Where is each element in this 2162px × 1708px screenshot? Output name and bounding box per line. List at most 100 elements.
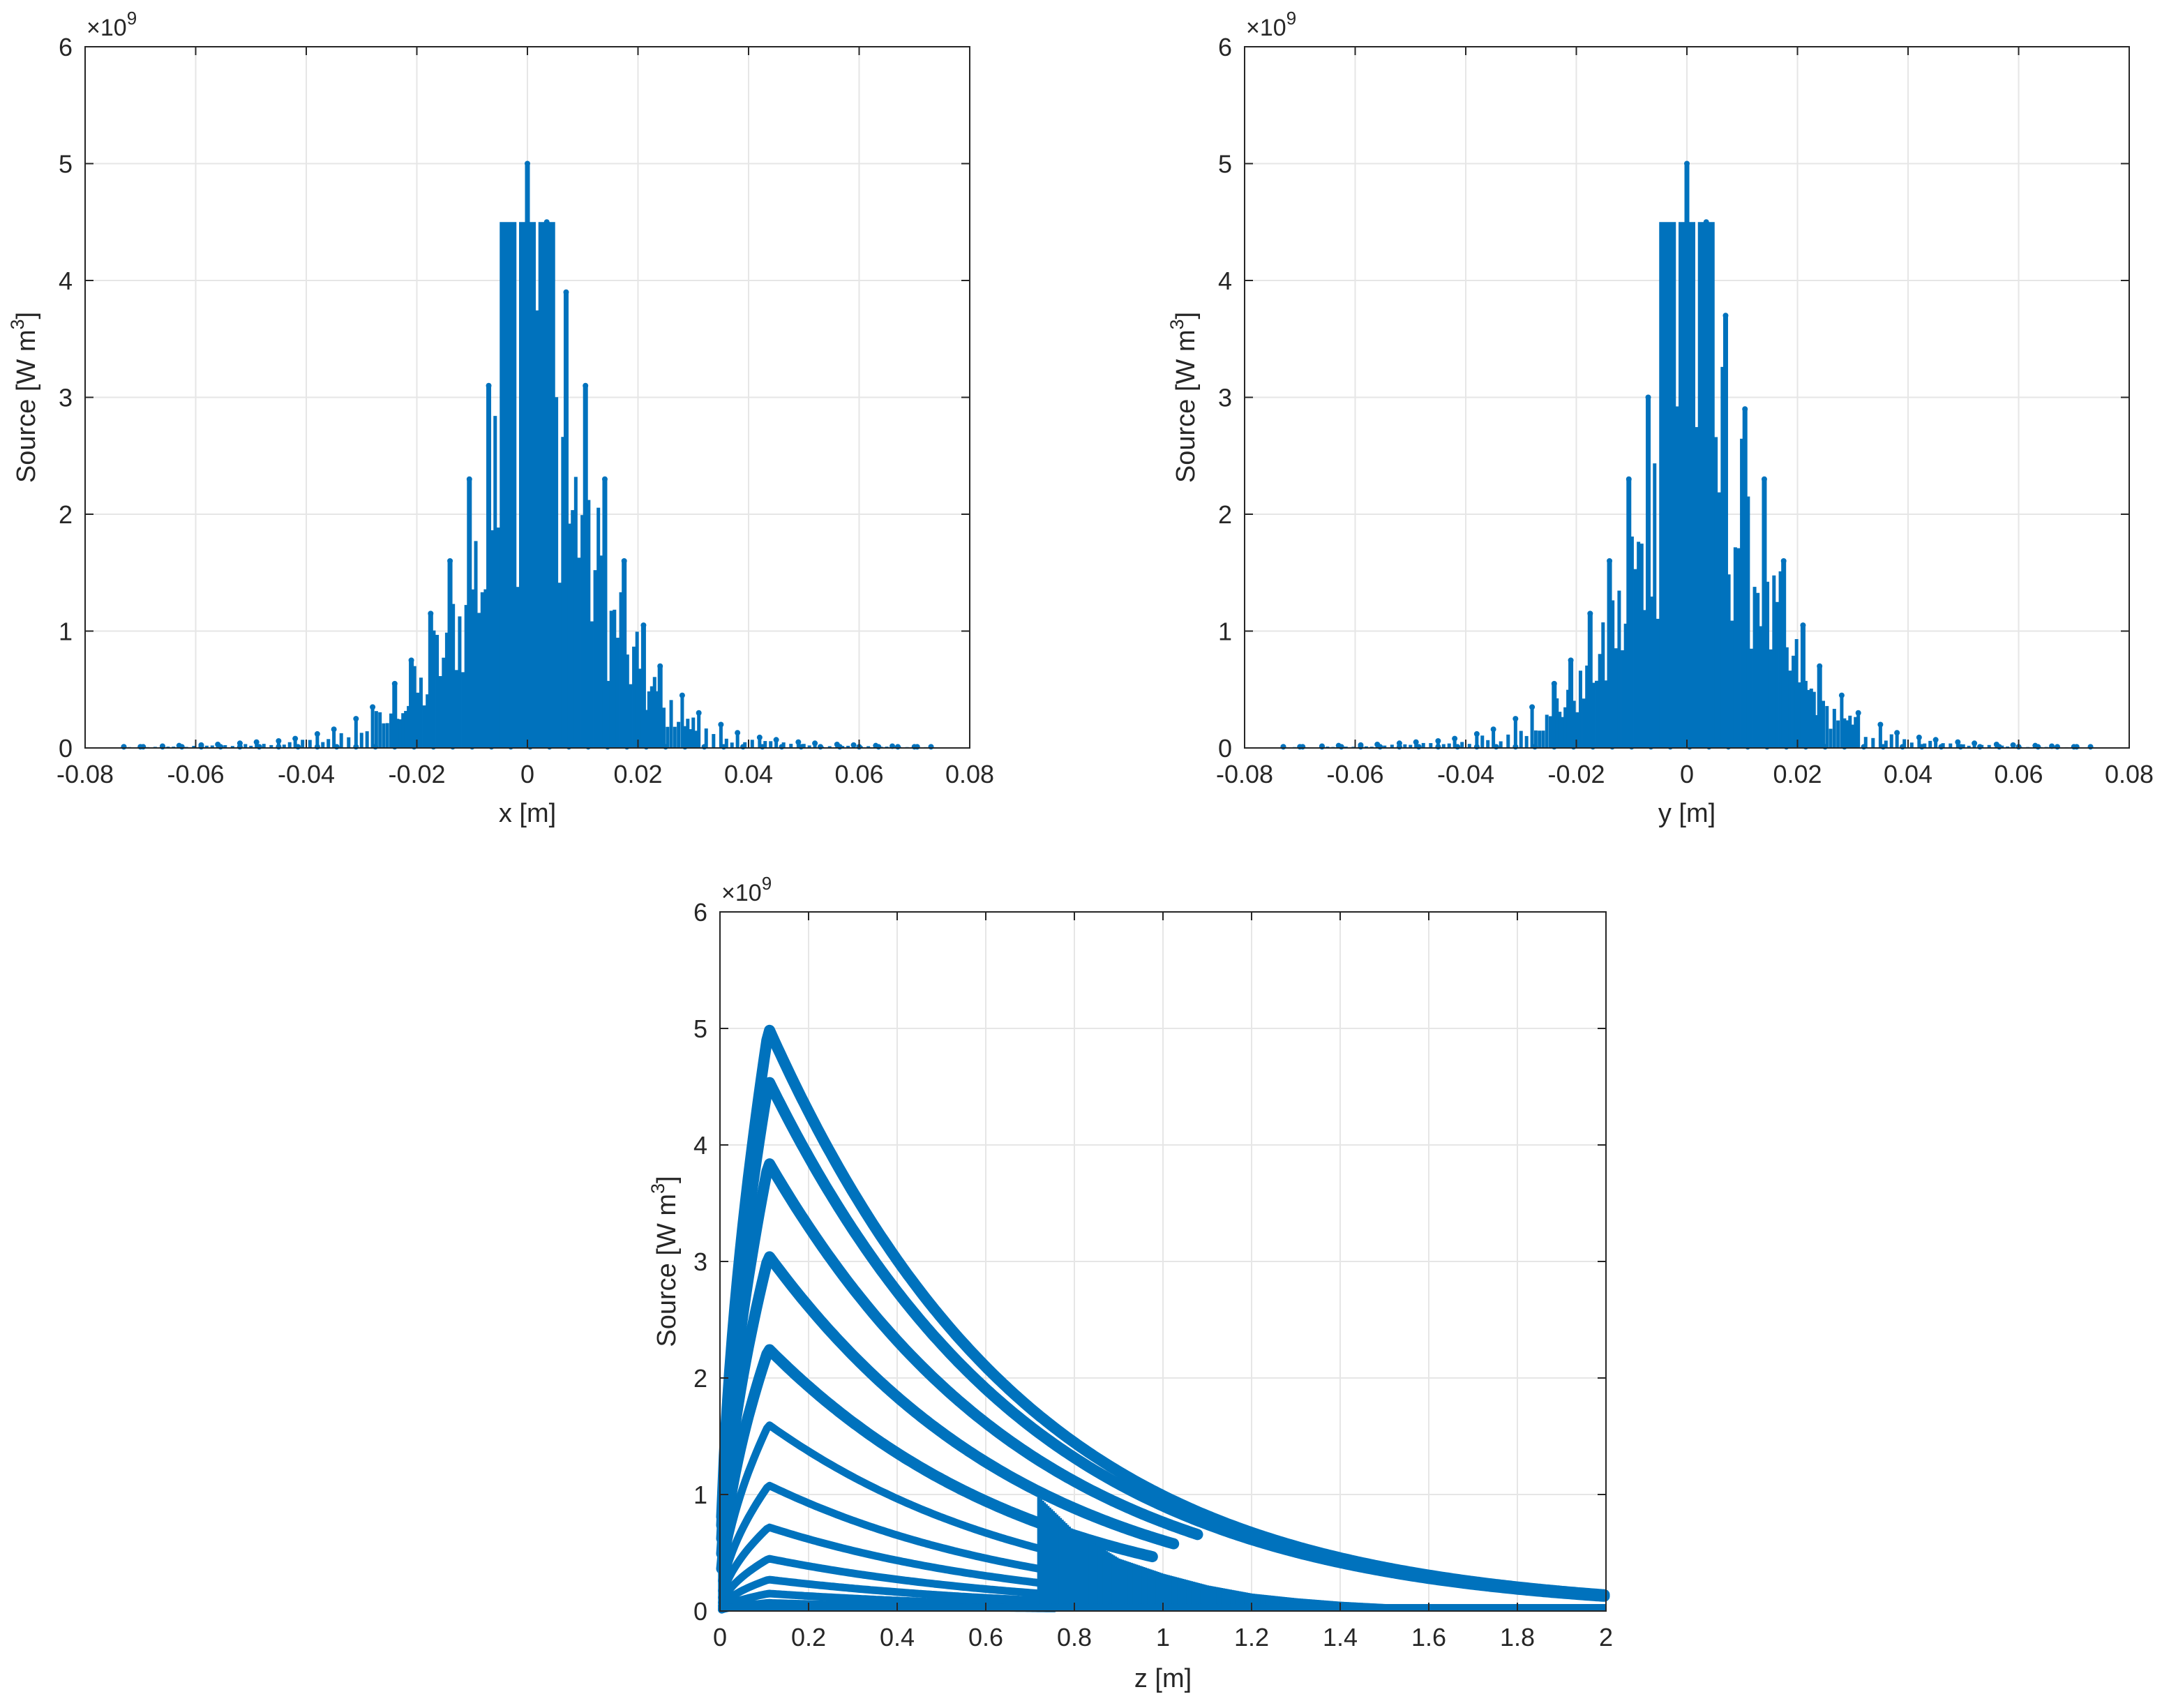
y-exponent-power: 9: [1286, 8, 1296, 29]
data-tail: [1191, 1581, 1195, 1611]
data-tail: [1106, 1552, 1110, 1611]
data-tail: [1232, 1590, 1236, 1611]
y-tick-label: 1: [693, 1481, 707, 1509]
data-column: [1714, 437, 1718, 748]
data-tail: [1161, 1573, 1165, 1611]
x-tick-label: -0.06: [1326, 760, 1383, 788]
data-point: [1861, 744, 1867, 750]
data-column: [321, 742, 325, 748]
data-column: [580, 515, 585, 748]
data-tail: [1229, 1589, 1233, 1611]
data-tail: [1039, 1499, 1043, 1611]
data-point: [679, 692, 685, 698]
data-point: [1280, 744, 1286, 750]
data-point: [2073, 744, 2080, 750]
data-point: [583, 382, 589, 389]
data-column: [573, 477, 578, 748]
y-axis-label-close: ]: [652, 1176, 682, 1183]
data-column: [866, 746, 871, 748]
data-column: [827, 746, 832, 748]
data-column: [1772, 575, 1776, 748]
data-column: [287, 742, 292, 748]
data-point: [1667, 744, 1674, 750]
data-point: [836, 744, 843, 750]
data-column: [428, 613, 433, 748]
data-column: [365, 731, 369, 748]
data-column: [1364, 746, 1368, 748]
data-column: [1889, 734, 1893, 748]
data-point: [1396, 744, 1402, 750]
data-column: [1785, 647, 1789, 748]
data-point: [179, 744, 185, 750]
y-axis-label-main: Source [W m: [1171, 329, 1201, 483]
data-point: [2010, 742, 2016, 748]
data-point: [1626, 476, 1632, 482]
data-core: [500, 222, 517, 748]
data-column: [426, 694, 430, 748]
data-tail: [1279, 1596, 1284, 1611]
data-point: [1590, 744, 1596, 750]
data-column: [1821, 701, 1825, 748]
data-column: [1390, 744, 1394, 748]
data-column: [669, 700, 673, 748]
data-column: [1572, 701, 1576, 748]
data-tail: [1186, 1580, 1190, 1611]
data-tail: [1226, 1589, 1231, 1611]
data-point: [1977, 744, 1983, 750]
data-column: [1949, 743, 1953, 748]
data-column: [370, 707, 375, 748]
data-column: [1591, 682, 1596, 748]
data-column: [613, 609, 617, 748]
data-tail: [1044, 1504, 1048, 1611]
data-column: [583, 385, 588, 748]
data-tail: [1086, 1540, 1090, 1611]
data-series: [716, 1024, 1610, 1614]
data-column: [1555, 698, 1559, 748]
data-column: [1621, 650, 1625, 748]
data-tail: [1140, 1566, 1144, 1611]
data-point: [1609, 744, 1616, 750]
data-column: [686, 719, 690, 748]
data-point: [525, 160, 530, 167]
data-column: [1575, 712, 1579, 748]
data-column: [1842, 718, 1847, 748]
data-band: [718, 1555, 1058, 1607]
data-point: [314, 744, 320, 750]
data-tail: [1249, 1593, 1254, 1611]
data-tail: [1168, 1575, 1172, 1611]
data-column: [1409, 744, 1413, 748]
data-tail: [1178, 1578, 1183, 1611]
data-tail: [1093, 1544, 1097, 1611]
data-point: [718, 721, 724, 728]
data-tail: [1173, 1577, 1178, 1611]
data-tail: [1189, 1581, 1194, 1611]
data-column: [602, 479, 608, 748]
data-tail: [1145, 1568, 1149, 1611]
data-column: [332, 729, 336, 748]
data-column: [1499, 741, 1503, 748]
data-point: [527, 744, 533, 750]
data-tail: [1067, 1527, 1071, 1611]
data-point: [773, 737, 779, 743]
data-tail: [1070, 1529, 1074, 1611]
y-tick-label: 4: [59, 267, 73, 295]
data-column: [1604, 680, 1608, 748]
x-tick-label: -0.08: [57, 760, 114, 788]
data-tail: [1090, 1542, 1094, 1611]
data-point: [1972, 740, 1978, 747]
data-column: [763, 741, 767, 748]
data-column: [1987, 744, 1991, 748]
data-point: [1607, 558, 1613, 564]
data-column: [724, 738, 728, 748]
data-tail: [1092, 1543, 1096, 1611]
data-point: [2087, 744, 2094, 750]
y-axis-label-power: 3: [647, 1183, 668, 1194]
data-tail: [1255, 1594, 1259, 1611]
data-tail: [1201, 1584, 1206, 1611]
data-tail: [1113, 1556, 1117, 1611]
data-point: [353, 744, 359, 750]
data-tail: [1055, 1514, 1059, 1611]
x-tick-label: 0: [1680, 760, 1694, 788]
data-point: [604, 744, 610, 750]
data-tail: [1239, 1591, 1243, 1611]
